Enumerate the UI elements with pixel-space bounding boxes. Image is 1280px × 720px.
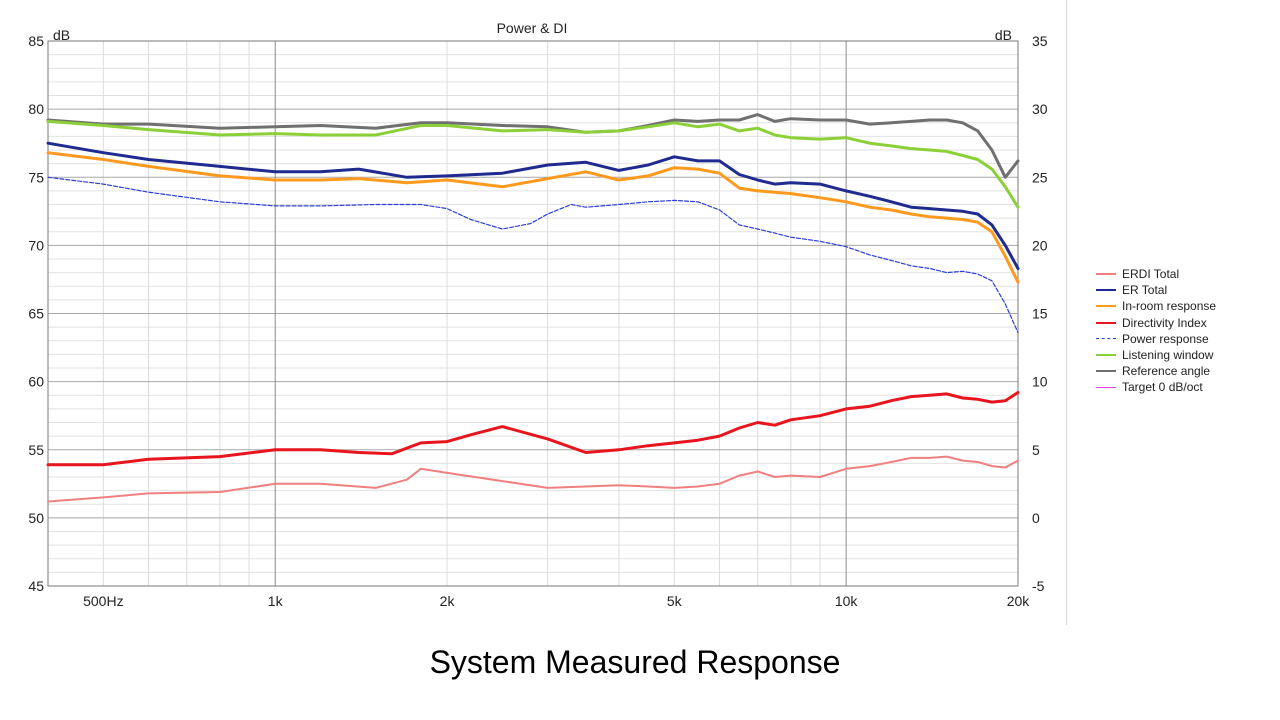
x-tick-label: 10k (835, 593, 859, 609)
series-line-listening-window (46, 119, 1020, 209)
series-line-reference-angle (46, 113, 1020, 179)
x-tick-label: 1k (268, 593, 284, 609)
series-line-er-total (46, 141, 1020, 270)
right-tick-label: 35 (1032, 33, 1048, 49)
right-tick-label: -5 (1032, 578, 1045, 594)
series-line-in-room-response (46, 151, 1020, 284)
legend-swatch (1096, 386, 1116, 388)
left-tick-label: 70 (28, 237, 44, 253)
legend-item: In-room response (1096, 298, 1216, 314)
chart-title: Power & DI (497, 20, 568, 36)
right-tick-label: 5 (1032, 442, 1040, 458)
chart-border (1066, 0, 1067, 625)
legend-label: Listening window (1122, 348, 1214, 363)
legend-label: Reference angle (1122, 364, 1211, 379)
legend-item: Directivity Index (1096, 315, 1216, 331)
left-tick-label: 80 (28, 101, 44, 117)
axes: 45 50 55 60 65 70 75 80 85 -5 0 5 10 15 20 25 30 35 500Hz 1… (28, 33, 1047, 609)
right-tick-label: 30 (1032, 101, 1048, 117)
left-tick-label: 85 (28, 33, 44, 49)
power-di-chart: 45 50 55 60 65 70 75 80 85 -5 0 5 10 15 20 25 30 35 500Hz 1… (28, 20, 1047, 609)
left-axis-label: dB (53, 27, 70, 43)
right-tick-label: 0 (1032, 510, 1040, 526)
legend-item: Target 0 dB/oct (1096, 379, 1216, 395)
legend-swatch (1096, 305, 1116, 308)
legend-item: ER Total (1096, 282, 1216, 298)
x-tick-label: 2k (440, 593, 456, 609)
slide-caption: System Measured Response (429, 644, 841, 680)
left-tick-label: 65 (28, 306, 44, 322)
left-tick-label: 60 (28, 374, 44, 390)
legend: ERDI Total ER Total In-room response Direct… (1096, 266, 1216, 396)
legend-label: Power response (1122, 331, 1209, 346)
legend-swatch (1096, 273, 1116, 276)
legend-item: Reference angle (1096, 363, 1216, 379)
left-tick-label: 55 (28, 442, 44, 458)
legend-label: In-room response (1122, 299, 1217, 314)
left-tick-label: 50 (28, 510, 44, 526)
legend-swatch (1096, 289, 1116, 292)
series-line-directivity-index (46, 391, 1020, 467)
right-tick-label: 10 (1032, 374, 1048, 390)
right-tick-label: 25 (1032, 169, 1048, 185)
legend-item: Power response (1096, 331, 1216, 347)
right-tick-label: 20 (1032, 237, 1048, 253)
left-tick-label: 45 (28, 578, 44, 594)
legend-item: Listening window (1096, 347, 1216, 363)
right-tick-label: 15 (1032, 306, 1048, 322)
left-tick-label: 75 (28, 169, 44, 185)
grid (47, 40, 1019, 587)
legend-item: ERDI Total (1096, 266, 1216, 282)
plot-frame (47, 40, 1019, 587)
series-line-erdi-total (47, 455, 1019, 503)
legend-swatch (1096, 370, 1116, 373)
legend-swatch (1096, 354, 1116, 357)
legend-label: Target 0 dB/oct (1122, 380, 1203, 395)
series-line-power-response (47, 176, 1019, 334)
series-lines (46, 113, 1020, 503)
legend-label: ERDI Total (1122, 267, 1180, 282)
legend-label: ER Total (1122, 283, 1168, 298)
right-axis-label: dB (995, 27, 1012, 43)
legend-swatch (1096, 338, 1116, 340)
x-tick-label: 5k (667, 593, 683, 609)
x-tick-label: 500Hz (83, 593, 123, 609)
x-tick-label: 20k (1007, 593, 1031, 609)
legend-swatch (1096, 321, 1116, 324)
legend-label: Directivity Index (1122, 315, 1207, 330)
